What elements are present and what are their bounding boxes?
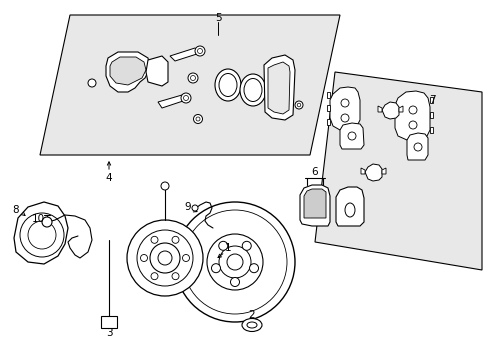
Polygon shape bbox=[267, 62, 289, 114]
Circle shape bbox=[172, 273, 179, 280]
Polygon shape bbox=[326, 105, 329, 111]
Circle shape bbox=[151, 236, 158, 243]
Polygon shape bbox=[394, 91, 429, 140]
Polygon shape bbox=[364, 164, 381, 181]
Circle shape bbox=[242, 241, 251, 250]
Polygon shape bbox=[429, 97, 432, 103]
Polygon shape bbox=[110, 57, 146, 85]
Polygon shape bbox=[398, 106, 402, 112]
Text: 4: 4 bbox=[105, 173, 112, 183]
Ellipse shape bbox=[246, 322, 257, 328]
Circle shape bbox=[42, 217, 52, 227]
Circle shape bbox=[195, 46, 204, 56]
Circle shape bbox=[219, 246, 250, 278]
Circle shape bbox=[211, 264, 220, 273]
Text: 8: 8 bbox=[13, 205, 19, 215]
Circle shape bbox=[183, 95, 188, 100]
Circle shape bbox=[161, 182, 169, 190]
Polygon shape bbox=[429, 112, 432, 118]
Polygon shape bbox=[326, 92, 329, 98]
Circle shape bbox=[137, 230, 193, 286]
Circle shape bbox=[140, 255, 147, 261]
Text: 10: 10 bbox=[31, 214, 44, 224]
Polygon shape bbox=[377, 106, 381, 112]
Text: 1: 1 bbox=[224, 243, 231, 253]
Circle shape bbox=[190, 76, 195, 81]
Circle shape bbox=[408, 106, 416, 114]
Circle shape bbox=[183, 210, 286, 314]
Circle shape bbox=[151, 273, 158, 280]
Polygon shape bbox=[326, 119, 329, 125]
Circle shape bbox=[192, 205, 198, 211]
Circle shape bbox=[150, 243, 180, 273]
Polygon shape bbox=[146, 56, 168, 86]
Polygon shape bbox=[264, 55, 294, 120]
Text: 6: 6 bbox=[311, 167, 318, 177]
Circle shape bbox=[340, 99, 348, 107]
Circle shape bbox=[28, 221, 56, 249]
Polygon shape bbox=[106, 52, 150, 92]
Polygon shape bbox=[429, 127, 432, 133]
Circle shape bbox=[408, 121, 416, 129]
Polygon shape bbox=[101, 316, 117, 328]
Text: 3: 3 bbox=[105, 328, 112, 338]
Polygon shape bbox=[304, 189, 325, 218]
Polygon shape bbox=[329, 87, 359, 130]
Polygon shape bbox=[406, 133, 427, 160]
Circle shape bbox=[218, 241, 227, 250]
Text: 5: 5 bbox=[214, 13, 221, 23]
Circle shape bbox=[175, 202, 294, 322]
Polygon shape bbox=[299, 185, 329, 226]
Polygon shape bbox=[14, 202, 68, 264]
Text: 7: 7 bbox=[428, 95, 434, 105]
Circle shape bbox=[413, 143, 421, 151]
Circle shape bbox=[181, 93, 191, 103]
Circle shape bbox=[197, 49, 202, 54]
Ellipse shape bbox=[345, 203, 354, 217]
Circle shape bbox=[206, 234, 263, 290]
Circle shape bbox=[249, 264, 258, 273]
Ellipse shape bbox=[240, 74, 265, 106]
Ellipse shape bbox=[244, 78, 262, 102]
Circle shape bbox=[88, 79, 96, 87]
Polygon shape bbox=[339, 123, 363, 149]
Polygon shape bbox=[381, 102, 398, 119]
Circle shape bbox=[226, 254, 243, 270]
Ellipse shape bbox=[219, 73, 237, 96]
Polygon shape bbox=[381, 168, 385, 174]
Ellipse shape bbox=[215, 69, 241, 101]
Circle shape bbox=[187, 73, 198, 83]
Polygon shape bbox=[170, 48, 200, 61]
Circle shape bbox=[297, 103, 300, 107]
Text: 2: 2 bbox=[248, 310, 255, 320]
Ellipse shape bbox=[242, 319, 262, 332]
Text: 9: 9 bbox=[184, 202, 191, 212]
Circle shape bbox=[193, 114, 202, 123]
Polygon shape bbox=[40, 15, 339, 155]
Circle shape bbox=[196, 117, 200, 121]
Circle shape bbox=[20, 213, 64, 257]
Circle shape bbox=[127, 220, 203, 296]
Circle shape bbox=[182, 255, 189, 261]
Circle shape bbox=[294, 101, 303, 109]
Polygon shape bbox=[158, 95, 185, 108]
Circle shape bbox=[230, 278, 239, 287]
Circle shape bbox=[172, 236, 179, 243]
Polygon shape bbox=[314, 72, 481, 270]
Polygon shape bbox=[335, 187, 363, 226]
Circle shape bbox=[158, 251, 172, 265]
Circle shape bbox=[347, 132, 355, 140]
Circle shape bbox=[340, 114, 348, 122]
Polygon shape bbox=[360, 168, 364, 174]
